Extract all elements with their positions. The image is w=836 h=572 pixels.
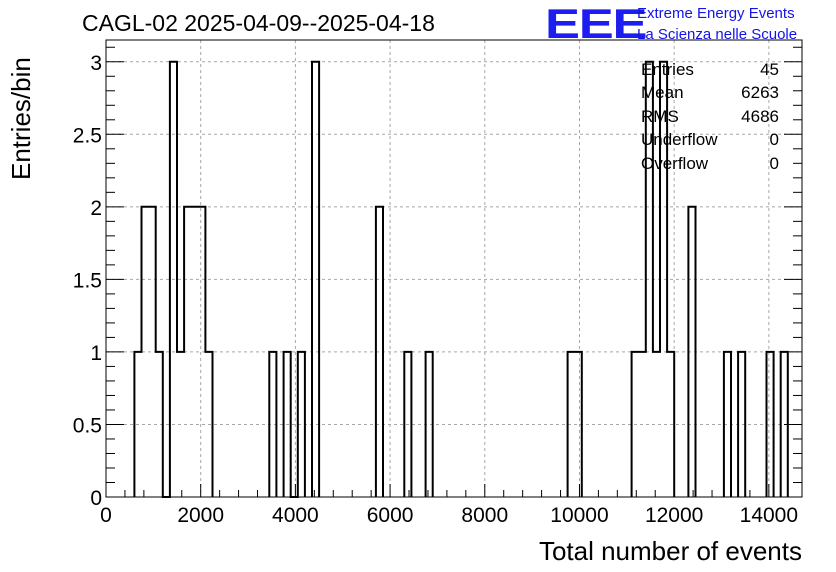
y-tick-label: 0.5: [73, 414, 102, 437]
logo-line-2: La Scienza nelle Scuole: [637, 26, 798, 43]
chart-title: CAGL-02 2025-04-09--2025-04-18: [82, 10, 435, 36]
x-tick-label: 2000: [177, 504, 224, 527]
y-tick-label: 2: [90, 197, 102, 220]
tick-marks: [105, 46, 802, 498]
plot-frame: [105, 39, 803, 498]
stats-value: 0: [769, 153, 779, 173]
stats-value: 0: [769, 130, 779, 150]
tick-labels: 0 2000 4000 6000 8000 10000 12000 14000 0 0.5 1 1.5…: [73, 52, 798, 527]
x-tick-label: 8000: [461, 504, 508, 527]
y-axis-title: Entries/bin: [6, 57, 36, 180]
stats-row-underflow: Underflow 0: [641, 128, 779, 151]
grid-lines: [106, 40, 802, 497]
axes: [105, 39, 803, 498]
x-tick-label: 12000: [645, 504, 703, 527]
histogram-outline: [133, 60, 789, 498]
x-tick-label: 6000: [367, 504, 414, 527]
stats-label: RMS: [641, 106, 679, 126]
stats-row-overflow: Overflow 0: [641, 152, 779, 175]
y-tick-label: 2.5: [73, 124, 102, 147]
stats-label: Entries: [641, 60, 694, 79]
stats-value: 6263: [741, 83, 779, 103]
stats-row-mean: Mean 6263: [641, 81, 779, 104]
eee-logo-mark: EEE: [545, 0, 648, 47]
stats-box: Entries 45 Mean 6263 RMS 4686 Underflow 0 Ov…: [641, 58, 779, 175]
x-tick-label: 4000: [272, 504, 319, 527]
stats-value: 45: [760, 60, 779, 79]
stats-row-entries: Entries 45: [641, 58, 779, 81]
y-tick-label: 1.5: [73, 269, 102, 292]
x-axis-title: Total number of events: [538, 536, 802, 566]
y-tick-label: 1: [90, 342, 102, 365]
y-tick-label: 3: [90, 52, 102, 75]
x-tick-label: 0: [100, 504, 112, 527]
x-tick-label: 14000: [740, 504, 798, 527]
x-tick-label: 10000: [550, 504, 608, 527]
stats-row-rms: RMS 4686: [641, 105, 779, 128]
stats-label: Mean: [641, 83, 684, 103]
stats-label: Overflow: [641, 153, 709, 173]
eee-logo-text: Extreme Energy Events La Scienza nelle S…: [637, 3, 797, 45]
histogram-bars: [133, 60, 789, 498]
stats-value: 4686: [741, 106, 779, 126]
stats-label: Underflow: [641, 130, 718, 150]
logo-line-1: Extreme Energy Events: [637, 5, 795, 22]
y-tick-label: 0: [90, 487, 102, 510]
